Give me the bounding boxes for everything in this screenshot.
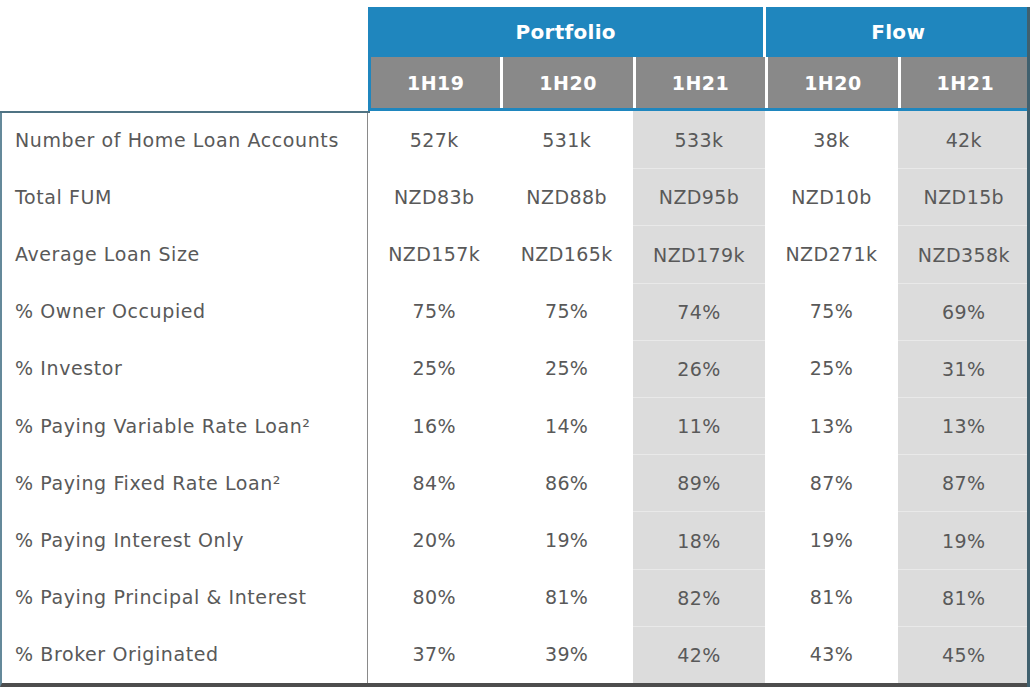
table-row: % Paying Fixed Rate Loan²84%86%89%87%87%: [2, 454, 1030, 511]
cell-value-r7-c3: 19%: [765, 511, 897, 568]
cell-value-r0-c1: 531k: [500, 111, 632, 168]
cell-value-r4-c4: 31%: [898, 340, 1030, 397]
header-group-portfolio: Portfolio: [368, 7, 766, 57]
cell-value-r9-c1: 39%: [500, 626, 632, 683]
cell-value-r1-c3: NZD10b: [765, 168, 897, 225]
cell-value-r0-c0: 527k: [368, 111, 500, 168]
cell-value-r3-c3: 75%: [765, 283, 897, 340]
cell-value-r5-c3: 13%: [765, 397, 897, 454]
cell-value-r3-c0: 75%: [368, 283, 500, 340]
row-label-5: % Paying Variable Rate Loan²: [2, 397, 368, 454]
cell-value-r0-c3: 38k: [765, 111, 897, 168]
home-loans-table: Portfolio Flow 1H19 1H20 1H21 1H20 1H21 …: [0, 7, 1030, 687]
cell-value-r4-c2: 26%: [633, 340, 765, 397]
table-row: Average Loan SizeNZD157kNZD165kNZD179kNZ…: [2, 225, 1030, 282]
row-label-2: Average Loan Size: [2, 225, 368, 282]
period-header-portfolio-1h20: 1H20: [500, 57, 632, 108]
period-header-strip: 1H19 1H20 1H21 1H20 1H21: [368, 57, 1030, 111]
cell-value-r2-c3: NZD271k: [765, 225, 897, 282]
cell-value-r8-c2: 82%: [633, 569, 765, 626]
cell-value-r8-c1: 81%: [500, 569, 632, 626]
cell-value-r9-c3: 43%: [765, 626, 897, 683]
cell-value-r9-c0: 37%: [368, 626, 500, 683]
cell-value-r9-c4: 45%: [898, 626, 1030, 683]
table-row: Number of Home Loan Accounts527k531k533k…: [2, 111, 1030, 168]
table-row: % Paying Interest Only20%19%18%19%19%: [2, 511, 1030, 568]
corner-spacer: [0, 7, 368, 57]
row-label-6: % Paying Fixed Rate Loan²: [2, 454, 368, 511]
cell-value-r5-c0: 16%: [368, 397, 500, 454]
cell-value-r0-c4: 42k: [898, 111, 1030, 168]
row-label-7: % Paying Interest Only: [2, 511, 368, 568]
cell-value-r6-c4: 87%: [898, 454, 1030, 511]
cell-value-r8-c3: 81%: [765, 569, 897, 626]
cell-value-r6-c1: 86%: [500, 454, 632, 511]
period-header-portfolio-1h19: 1H19: [371, 57, 500, 108]
cell-value-r1-c0: NZD83b: [368, 168, 500, 225]
cell-value-r3-c2: 74%: [633, 283, 765, 340]
header-group-flow: Flow: [766, 7, 1030, 57]
cell-value-r6-c0: 84%: [368, 454, 500, 511]
cell-value-r5-c1: 14%: [500, 397, 632, 454]
table-row: % Owner Occupied75%75%74%75%69%: [2, 283, 1030, 340]
row-label-1: Total FUM: [2, 168, 368, 225]
table-body: Number of Home Loan Accounts527k531k533k…: [0, 111, 1030, 687]
period-header-portfolio-1h21: 1H21: [633, 57, 765, 108]
period-header-flow-1h20: 1H20: [765, 57, 897, 108]
cell-value-r4-c3: 25%: [765, 340, 897, 397]
cell-value-r8-c4: 81%: [898, 569, 1030, 626]
table-row: % Paying Principal & Interest80%81%82%81…: [2, 569, 1030, 626]
cell-value-r5-c4: 13%: [898, 397, 1030, 454]
cell-value-r1-c2: NZD95b: [633, 168, 765, 225]
cell-value-r7-c2: 18%: [633, 511, 765, 568]
row-label-3: % Owner Occupied: [2, 283, 368, 340]
row-label-9: % Broker Originated: [2, 626, 368, 683]
cell-value-r3-c1: 75%: [500, 283, 632, 340]
cell-value-r5-c2: 11%: [633, 397, 765, 454]
cell-value-r2-c1: NZD165k: [500, 225, 632, 282]
cell-value-r0-c2: 533k: [633, 111, 765, 168]
cell-value-r7-c0: 20%: [368, 511, 500, 568]
cell-value-r2-c0: NZD157k: [368, 225, 500, 282]
cell-value-r2-c4: NZD358k: [898, 225, 1030, 282]
cell-value-r6-c2: 89%: [633, 454, 765, 511]
cell-value-r1-c4: NZD15b: [898, 168, 1030, 225]
period-header-row: 1H19 1H20 1H21 1H20 1H21: [0, 57, 1030, 111]
cell-value-r3-c4: 69%: [898, 283, 1030, 340]
corner-spacer: [0, 57, 368, 111]
cell-value-r9-c2: 42%: [633, 626, 765, 683]
table-row: Total FUMNZD83bNZD88bNZD95bNZD10bNZD15b: [2, 168, 1030, 225]
row-label-0: Number of Home Loan Accounts: [2, 111, 368, 168]
table-row: % Broker Originated37%39%42%43%45%: [2, 626, 1030, 683]
cell-value-r7-c1: 19%: [500, 511, 632, 568]
period-header-flow-1h21: 1H21: [898, 57, 1030, 108]
table-row: % Investor25%25%26%25%31%: [2, 340, 1030, 397]
cell-value-r8-c0: 80%: [368, 569, 500, 626]
row-label-4: % Investor: [2, 340, 368, 397]
cell-value-r4-c0: 25%: [368, 340, 500, 397]
group-header-row: Portfolio Flow: [0, 7, 1030, 57]
cell-value-r4-c1: 25%: [500, 340, 632, 397]
cell-value-r2-c2: NZD179k: [633, 225, 765, 282]
cell-value-r7-c4: 19%: [898, 511, 1030, 568]
cell-value-r6-c3: 87%: [765, 454, 897, 511]
cell-value-r1-c1: NZD88b: [500, 168, 632, 225]
table-row: % Paying Variable Rate Loan²16%14%11%13%…: [2, 397, 1030, 454]
row-label-8: % Paying Principal & Interest: [2, 569, 368, 626]
